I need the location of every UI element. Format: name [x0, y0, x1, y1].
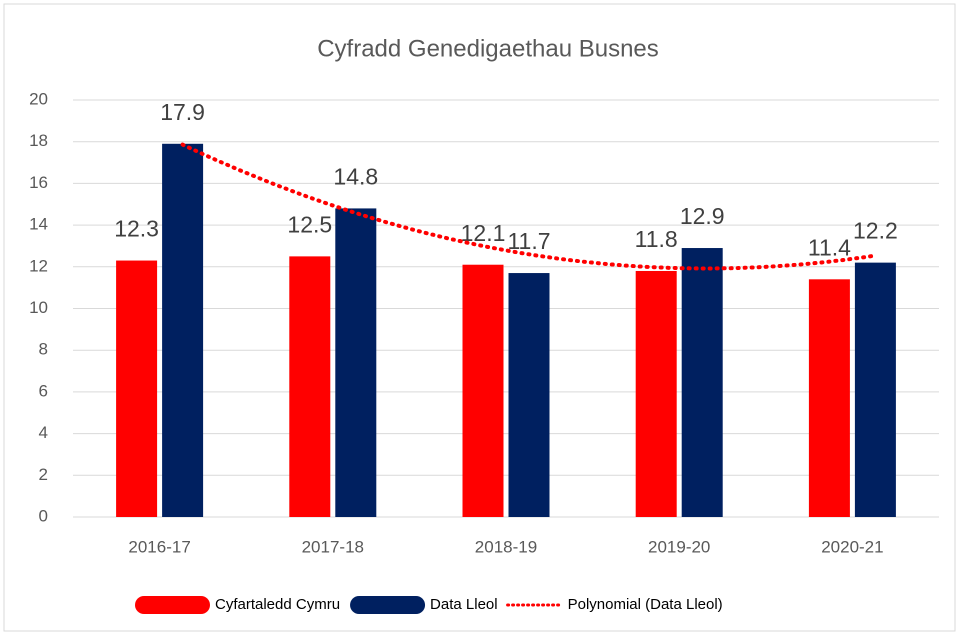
- y-tick-label: 12: [29, 256, 48, 275]
- y-tick-label: 16: [29, 173, 48, 192]
- bar: [116, 260, 158, 517]
- data-label: 12.9: [680, 203, 725, 229]
- x-tick-label: 2018-19: [475, 537, 537, 556]
- y-tick-label: 10: [29, 298, 48, 317]
- data-label: 11.7: [507, 228, 550, 254]
- bar: [635, 270, 677, 517]
- data-label: 12.3: [114, 216, 159, 242]
- y-tick-label: 20: [29, 89, 48, 108]
- trendline: [180, 142, 878, 271]
- x-tick-label: 2017-18: [302, 537, 364, 556]
- legend-swatch: [135, 596, 210, 614]
- data-label: 14.8: [333, 163, 378, 189]
- data-label: 12.5: [287, 211, 332, 237]
- bar: [462, 264, 504, 517]
- legend-label: Polynomial (Data Lleol): [568, 596, 723, 613]
- y-tick-label: 6: [39, 381, 48, 400]
- y-tick-label: 14: [29, 215, 48, 234]
- x-tick-label: 2016-17: [128, 537, 190, 556]
- bar: [854, 262, 896, 517]
- chart-title: Cyfradd Genedigaethau Busnes: [317, 35, 659, 62]
- data-label: 11.4: [808, 234, 851, 260]
- bar: [508, 273, 550, 517]
- y-tick-label: 2: [39, 465, 48, 484]
- y-tick-label: 0: [39, 506, 48, 525]
- data-label: 11.8: [635, 226, 678, 252]
- y-tick-label: 8: [39, 340, 48, 359]
- legend-label: Cyfartaledd Cymru: [215, 596, 340, 613]
- x-tick-label: 2019-20: [648, 537, 710, 556]
- data-label: 17.9: [160, 99, 205, 125]
- bar: [162, 143, 204, 517]
- data-label: 12.2: [853, 218, 898, 244]
- legend-swatch: [350, 596, 426, 614]
- bar: [681, 248, 723, 517]
- y-tick-label: 18: [29, 131, 48, 150]
- bar: [808, 279, 850, 517]
- x-tick-label: 2020-21: [821, 537, 883, 556]
- y-tick-label: 4: [39, 423, 48, 442]
- legend-label: Data Lleol: [430, 596, 498, 613]
- bar: [289, 256, 331, 517]
- bar: [335, 208, 377, 518]
